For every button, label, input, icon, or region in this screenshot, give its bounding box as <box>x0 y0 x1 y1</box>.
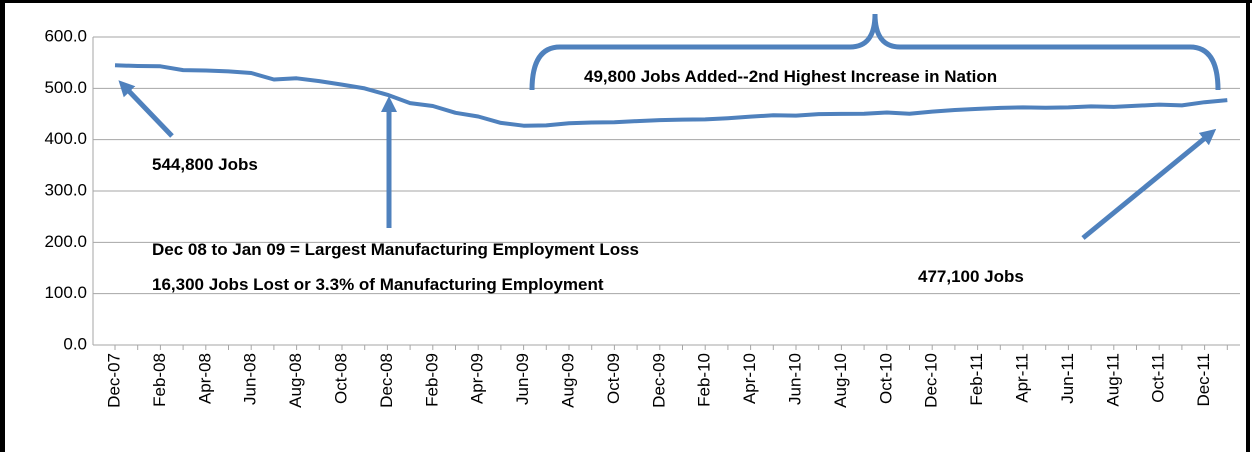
x-tick-label: Jun-08 <box>241 353 260 405</box>
y-tick-label: 300.0 <box>44 180 87 199</box>
frame-right <box>1246 0 1250 452</box>
line <box>114 63 1228 128</box>
y-tick-label: 500.0 <box>44 78 87 97</box>
x-tick-label: Oct-08 <box>331 353 350 404</box>
x-tick-label: Feb-08 <box>150 353 169 407</box>
x-tick-label: Jun-10 <box>785 353 804 405</box>
annotation: 16,300 Jobs Lost or 3.3% of Manufacturin… <box>152 275 604 294</box>
x-tick-label: Aug-09 <box>558 353 577 408</box>
annotation: 544,800 Jobs <box>152 155 258 174</box>
x-tick-label: Jun-09 <box>513 353 532 405</box>
annotation: 477,100 Jobs <box>918 267 1024 286</box>
x-tick-label: Dec-08 <box>377 353 396 408</box>
x-tick-label: Dec-10 <box>922 353 941 408</box>
x-tick-label: Aug-11 <box>1103 353 1122 407</box>
x-tick-label: Feb-10 <box>695 353 714 407</box>
x-tick-label: Dec-09 <box>649 353 668 408</box>
x-tick-label: Oct-10 <box>876 353 895 404</box>
x-tick-label: Aug-10 <box>831 353 850 408</box>
frame-top <box>0 0 1252 3</box>
x-tick-label: Dec-11 <box>1194 353 1213 407</box>
x-tick-label: Apr-11 <box>1012 353 1031 403</box>
y-tick-label: 0.0 <box>63 334 87 353</box>
x-tick-label: Apr-08 <box>195 353 214 404</box>
arrow <box>118 80 174 138</box>
x-tick-label: Dec-07 <box>104 353 123 408</box>
y-tick-label: 600.0 <box>44 26 87 45</box>
y-tick-label: 200.0 <box>44 232 87 251</box>
x-tick-label: Oct-09 <box>604 353 623 404</box>
frame-left <box>0 0 5 452</box>
y-tick-label: 400.0 <box>44 129 87 148</box>
brace <box>529 13 1221 91</box>
x-tick-label: Oct-11 <box>1149 353 1168 403</box>
x-tick-label: Apr-09 <box>468 353 487 404</box>
x-tick-label: Jun-11 <box>1058 353 1077 404</box>
annotation: Dec 08 to Jan 09 = Largest Manufacturing… <box>152 240 639 259</box>
x-tick-label: Apr-10 <box>740 353 759 404</box>
y-tick-label: 100.0 <box>44 283 87 302</box>
annotation: 49,800 Jobs Added--2nd Highest Increase … <box>584 67 997 86</box>
x-tick-label: Feb-11 <box>967 353 986 406</box>
x-tick-label: Feb-09 <box>422 353 441 407</box>
arrow <box>1081 128 1217 240</box>
x-tick-label: Aug-08 <box>286 353 305 408</box>
